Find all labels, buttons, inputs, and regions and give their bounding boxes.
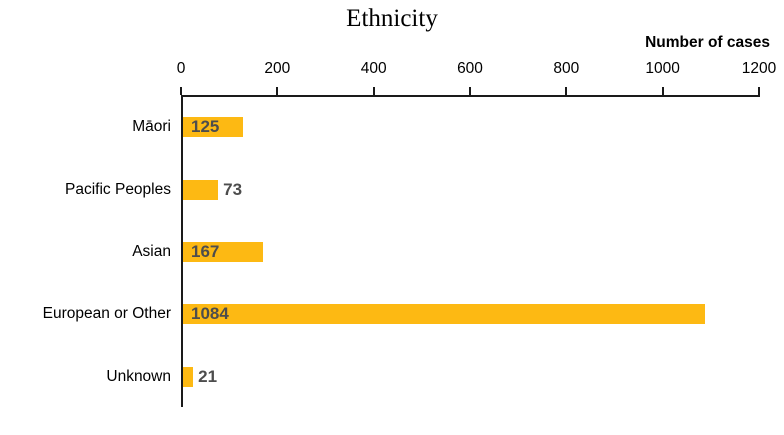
x-tick-mark <box>276 87 279 95</box>
value-label: 167 <box>191 241 220 261</box>
x-tick-mark <box>758 87 760 95</box>
bar-track: 1084 <box>183 304 759 325</box>
chart-title: Ethnicity <box>346 5 438 32</box>
value-label: 125 <box>191 117 220 137</box>
x-tick-mark <box>565 87 568 95</box>
bar <box>183 179 219 200</box>
chart-rows: Māori 125 Pacific Peoples 73 Asian 167 Europea… <box>0 96 759 408</box>
x-tick-label: 400 <box>360 60 387 77</box>
x-tick-mark <box>469 87 471 95</box>
x-tick-label: 600 <box>457 60 483 77</box>
x-tick-label: 0 <box>176 60 186 77</box>
chart-row: European or Other 1084 <box>0 283 759 345</box>
x-axis-title: Number of cases <box>645 34 770 51</box>
x-tick-mark <box>180 87 182 95</box>
category-label: Unknown <box>106 367 171 385</box>
bar: 125 <box>183 117 244 138</box>
bar-track: 21 <box>183 366 759 387</box>
y-axis-line <box>181 95 183 407</box>
bar-track: 167 <box>183 241 759 262</box>
bar-track: 125 <box>183 117 759 138</box>
chart-row: Pacific Peoples 73 <box>0 158 759 220</box>
chart-row: Māori 125 <box>0 96 759 158</box>
x-tick-label: 200 <box>264 60 291 77</box>
bar <box>183 366 194 387</box>
category-label: European or Other <box>42 305 171 323</box>
category-label: Māori <box>132 118 171 136</box>
chart-row: Asian 167 <box>0 221 759 283</box>
x-tick-label: 800 <box>553 60 580 77</box>
bar: 1084 <box>183 304 706 325</box>
chart-row: Unknown 21 <box>0 346 759 408</box>
value-label: 21 <box>198 366 218 386</box>
x-tick-label: 1000 <box>645 60 680 77</box>
x-tick-mark <box>372 87 375 95</box>
category-label: Pacific Peoples <box>65 180 171 198</box>
bar-track: 73 <box>183 179 759 200</box>
bar: 167 <box>183 241 264 262</box>
value-label: 1084 <box>191 304 229 324</box>
x-axis-line <box>181 95 760 97</box>
category-label: Asian <box>132 242 171 260</box>
x-tick-mark <box>661 87 664 95</box>
x-tick-label: 1200 <box>741 60 777 77</box>
value-label: 73 <box>223 179 243 199</box>
